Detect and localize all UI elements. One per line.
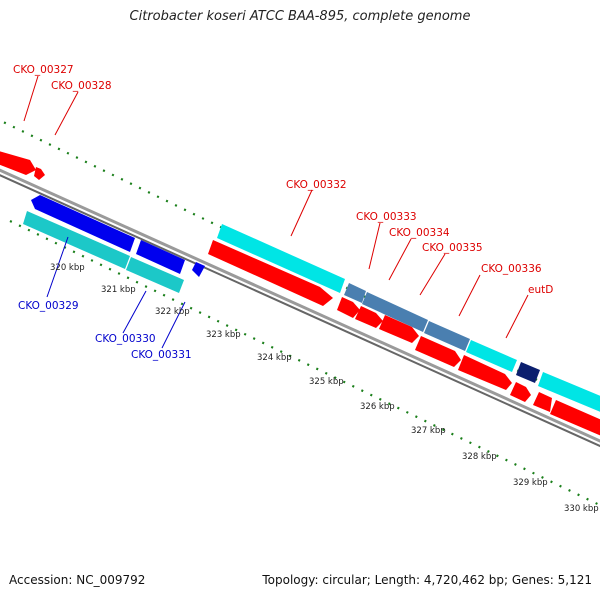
pointer-cko-00332 <box>290 189 313 237</box>
gene-arrow-eutd[interactable] <box>533 392 552 412</box>
label-cko-00329[interactable]: CKO_00329 <box>18 300 79 312</box>
pointer-cko-00327 <box>23 75 39 122</box>
map-title: Citrobacter koseri ATCC BAA-895, complet… <box>129 9 471 24</box>
gene-labels: CKO_00327 CKO_00328 CKO_00329 CKO_00330 … <box>13 64 553 361</box>
gene-arrow-cko-00333[interactable] <box>337 297 360 318</box>
scale-label-320: 320 kbp <box>50 263 85 273</box>
scale-label-326: 326 kbp <box>360 402 395 412</box>
gene-arrow-cko-00336[interactable] <box>458 355 512 390</box>
scale-label-321: 321 kbp <box>101 285 136 295</box>
cds-block-cko-00333[interactable] <box>344 283 366 303</box>
gene-arrow-right-edge[interactable] <box>550 400 600 444</box>
scale-label-329: 329 kbp <box>513 478 548 488</box>
ruler-ticks <box>0 119 600 507</box>
forward-strand-features <box>0 150 600 444</box>
label-cko-00333[interactable]: CKO_00333 <box>356 211 417 223</box>
scale-label-322: 322 kbp <box>155 307 190 317</box>
gene-arrow-cko-00334[interactable] <box>355 306 383 328</box>
label-cko-00330[interactable]: CKO_00330 <box>95 333 156 345</box>
pointer-cko-00336 <box>458 274 481 317</box>
accession-text: Accession: NC_009792 <box>9 573 146 587</box>
cds-block-cko-00330[interactable] <box>126 257 184 293</box>
backbone-inner-line <box>0 174 600 448</box>
pointer-cko-00328 <box>54 91 79 136</box>
pointer-cko-00329 <box>46 236 69 298</box>
label-cko-00332[interactable]: CKO_00332 <box>286 179 347 191</box>
pointer-cko-00334 <box>388 238 412 281</box>
cds-block-cko-00334[interactable] <box>362 292 428 332</box>
label-cko-00327[interactable]: CKO_00327 <box>13 64 74 76</box>
gene-arrow-cko-00335a[interactable] <box>379 315 419 343</box>
pointer-cko-00330 <box>122 290 147 334</box>
gene-arrow-cko-00327[interactable] <box>0 150 36 175</box>
cds-block-cko-00335[interactable] <box>424 321 470 351</box>
scale-labels: 320 kbp 321 kbp 322 kbp 323 kbp 324 kbp … <box>50 263 599 514</box>
gene-label-pointers <box>23 75 529 349</box>
label-cko-00335[interactable]: CKO_00335 <box>422 242 483 254</box>
scale-label-330: 330 kbp <box>564 504 599 514</box>
cds-block-cko-00336[interactable] <box>466 340 517 372</box>
pointer-eutd <box>505 294 529 339</box>
reverse-strand-features <box>23 195 205 293</box>
label-cko-00331[interactable]: CKO_00331 <box>131 349 192 361</box>
gene-arrow-eutd-small[interactable] <box>510 382 531 402</box>
scale-label-323: 323 kbp <box>206 330 241 340</box>
scale-label-324: 324 kbp <box>257 353 292 363</box>
gene-arrow-cko-00331[interactable] <box>192 262 205 277</box>
cds-block-cko-00332[interactable] <box>217 224 345 293</box>
cds-block-eutd-navy[interactable] <box>516 362 540 383</box>
scale-label-327: 327 kbp <box>411 426 446 436</box>
genome-summary-text: Topology: circular; Length: 4,720,462 bp… <box>262 573 592 587</box>
gene-arrow-cko-00329[interactable] <box>31 195 135 252</box>
inner-tick-row <box>9 220 600 507</box>
backbone-outer-line <box>0 168 600 443</box>
label-cko-00334[interactable]: CKO_00334 <box>389 227 450 239</box>
gene-arrow-cko-00332[interactable] <box>208 240 333 306</box>
gene-arrow-cko-00335b[interactable] <box>415 336 461 367</box>
pointer-cko-00335 <box>419 253 446 296</box>
label-cko-00336[interactable]: CKO_00336 <box>481 263 542 275</box>
gene-arrow-cko-00328[interactable] <box>34 167 45 180</box>
genome-backbone <box>0 168 600 448</box>
label-cko-00328[interactable]: CKO_00328 <box>51 80 112 92</box>
gene-arrow-cko-00330[interactable] <box>136 240 185 274</box>
scale-label-328: 328 kbp <box>462 452 497 462</box>
cds-block-eutd-cyan[interactable] <box>538 372 600 418</box>
pointer-cko-00331 <box>161 301 186 349</box>
pointer-cko-00333 <box>368 222 381 270</box>
label-eutd[interactable]: eutD <box>528 284 553 296</box>
scale-label-325: 325 kbp <box>309 377 344 387</box>
cds-block-cko-00329[interactable] <box>23 211 130 269</box>
